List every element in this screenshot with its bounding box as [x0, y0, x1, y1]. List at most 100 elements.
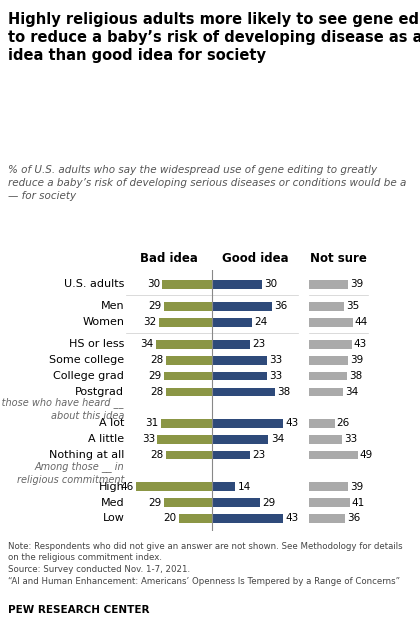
- Text: Note: Respondents who did not give an answer are not shown. See Methodology for : Note: Respondents who did not give an an…: [8, 542, 403, 586]
- Text: 23: 23: [253, 340, 266, 350]
- Text: Men: Men: [101, 301, 124, 312]
- Text: 49: 49: [360, 450, 373, 460]
- Text: 23: 23: [253, 450, 266, 460]
- Text: Highly religious adults more likely to see gene editing
to reduce a baby’s risk : Highly religious adults more likely to s…: [8, 12, 420, 63]
- Text: 30: 30: [264, 279, 277, 289]
- Text: Nothing at all: Nothing at all: [49, 450, 124, 460]
- Text: 33: 33: [344, 434, 357, 444]
- Bar: [309, 483, 348, 491]
- Bar: [309, 372, 347, 381]
- Text: 35: 35: [346, 301, 359, 312]
- Text: 30: 30: [147, 279, 160, 289]
- Bar: [164, 372, 212, 381]
- Bar: [212, 356, 267, 365]
- Bar: [309, 419, 335, 428]
- Bar: [212, 302, 272, 311]
- Text: Med: Med: [101, 497, 124, 507]
- Text: 38: 38: [278, 387, 291, 397]
- Text: 43: 43: [354, 340, 367, 350]
- Bar: [212, 372, 267, 381]
- Text: 34: 34: [271, 434, 284, 444]
- Text: A little: A little: [88, 434, 124, 444]
- Bar: [212, 388, 275, 396]
- Text: 34: 34: [140, 340, 153, 350]
- Bar: [156, 340, 212, 349]
- Bar: [309, 318, 353, 327]
- Text: Women: Women: [82, 317, 124, 327]
- Bar: [212, 318, 252, 327]
- Bar: [166, 451, 212, 460]
- Bar: [159, 318, 212, 327]
- Bar: [309, 388, 343, 396]
- Bar: [309, 451, 358, 460]
- Text: 29: 29: [148, 301, 162, 312]
- Text: 39: 39: [350, 279, 363, 289]
- Text: 24: 24: [255, 317, 268, 327]
- Text: 41: 41: [352, 497, 365, 507]
- Text: U.S. adults: U.S. adults: [64, 279, 124, 289]
- Text: 28: 28: [150, 387, 163, 397]
- Bar: [212, 419, 284, 428]
- Bar: [161, 419, 212, 428]
- Text: Among those who have heard __
about this idea: Among those who have heard __ about this…: [0, 397, 124, 422]
- Text: Postgrad: Postgrad: [75, 387, 124, 397]
- Text: A lot: A lot: [99, 419, 124, 428]
- Bar: [212, 280, 262, 289]
- Bar: [309, 280, 348, 289]
- Text: 14: 14: [238, 482, 251, 492]
- Text: Among those __ in
religious commitment: Among those __ in religious commitment: [17, 461, 124, 485]
- Bar: [166, 388, 212, 396]
- Bar: [212, 435, 268, 443]
- Text: 36: 36: [274, 301, 287, 312]
- Text: High: High: [99, 482, 124, 492]
- Text: Bad idea: Bad idea: [140, 252, 198, 265]
- Bar: [212, 340, 250, 349]
- Bar: [136, 483, 212, 491]
- Text: Low: Low: [102, 514, 124, 524]
- Text: Some college: Some college: [49, 355, 124, 365]
- Text: 28: 28: [150, 450, 163, 460]
- Text: Good idea: Good idea: [222, 252, 289, 265]
- Bar: [164, 302, 212, 311]
- Bar: [212, 498, 260, 507]
- Text: 43: 43: [286, 419, 299, 428]
- Bar: [163, 280, 212, 289]
- Text: 44: 44: [355, 317, 368, 327]
- Bar: [309, 435, 342, 443]
- Text: 26: 26: [336, 419, 350, 428]
- Text: 33: 33: [269, 355, 283, 365]
- Bar: [309, 498, 350, 507]
- Bar: [309, 356, 348, 365]
- Bar: [212, 483, 235, 491]
- Text: 34: 34: [345, 387, 358, 397]
- Text: 31: 31: [145, 419, 158, 428]
- Text: HS or less: HS or less: [69, 340, 124, 350]
- Bar: [309, 514, 345, 523]
- Text: 29: 29: [148, 497, 162, 507]
- Bar: [164, 498, 212, 507]
- Text: Not sure: Not sure: [310, 252, 367, 265]
- Text: 29: 29: [148, 371, 162, 381]
- Text: 36: 36: [347, 514, 360, 524]
- Text: 29: 29: [262, 497, 276, 507]
- Text: 28: 28: [150, 355, 163, 365]
- Bar: [212, 451, 250, 460]
- Text: 33: 33: [142, 434, 155, 444]
- Text: 33: 33: [269, 371, 283, 381]
- Bar: [179, 514, 212, 523]
- Text: % of U.S. adults who say the widespread use of gene editing to greatly
reduce a : % of U.S. adults who say the widespread …: [8, 165, 407, 201]
- Text: 38: 38: [349, 371, 362, 381]
- Bar: [212, 514, 284, 523]
- Bar: [166, 356, 212, 365]
- Text: 32: 32: [143, 317, 157, 327]
- Text: College grad: College grad: [53, 371, 124, 381]
- Bar: [309, 302, 344, 311]
- Text: 39: 39: [350, 482, 363, 492]
- Text: PEW RESEARCH CENTER: PEW RESEARCH CENTER: [8, 605, 150, 615]
- Bar: [309, 340, 352, 349]
- Text: 20: 20: [163, 514, 176, 524]
- Text: 39: 39: [350, 355, 363, 365]
- Bar: [158, 435, 212, 443]
- Text: 43: 43: [286, 514, 299, 524]
- Text: 46: 46: [120, 482, 134, 492]
